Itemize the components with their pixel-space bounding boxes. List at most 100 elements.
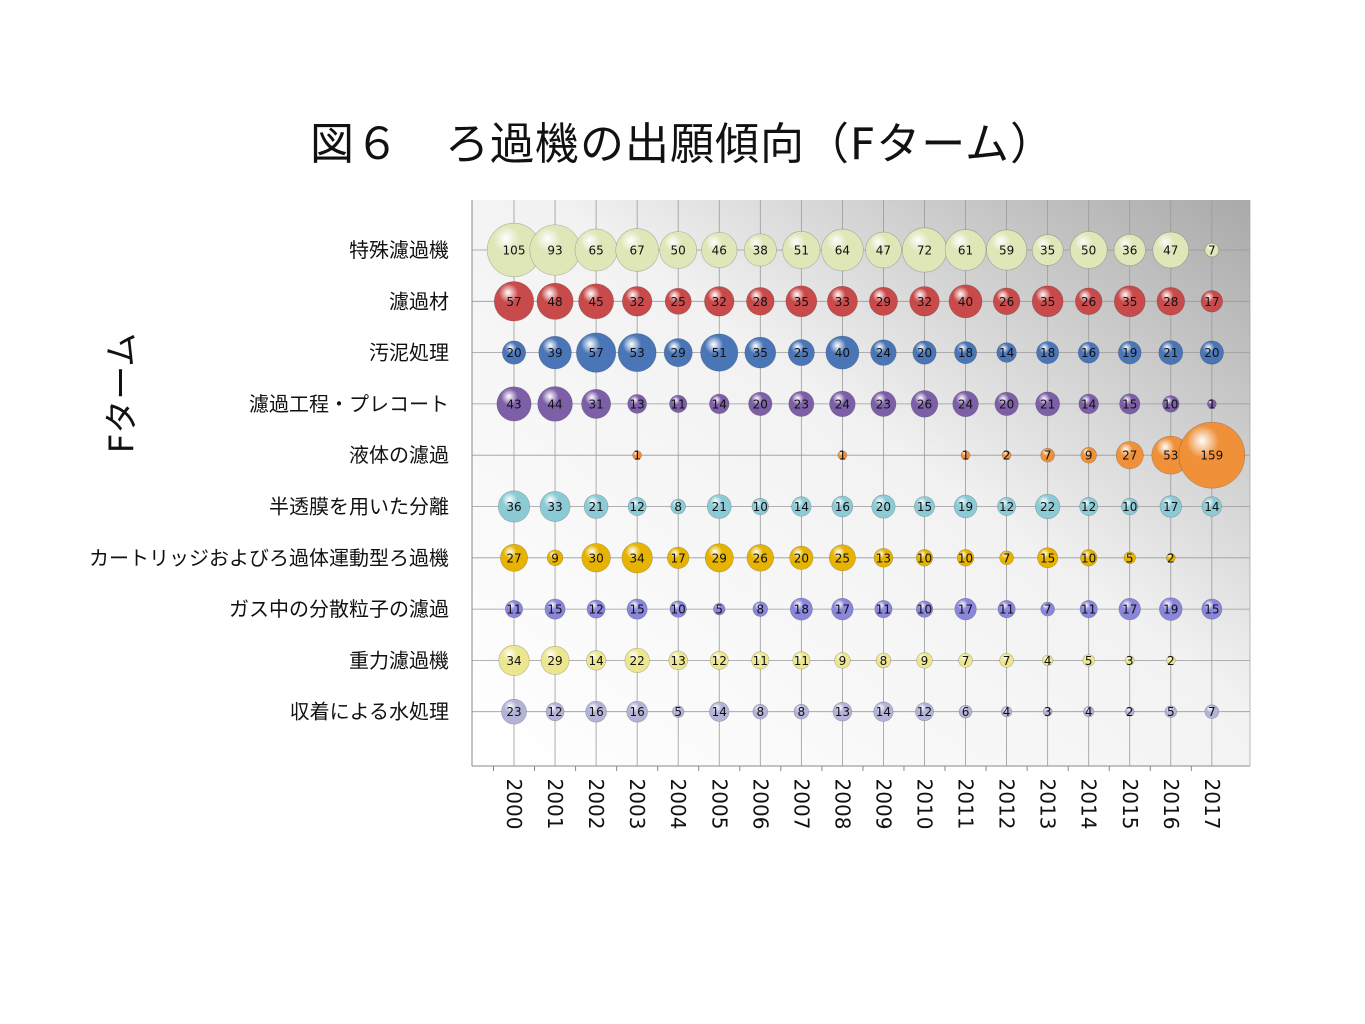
bubble-value-label: 34 bbox=[630, 551, 645, 565]
bubble-mark bbox=[1035, 493, 1061, 520]
bubble-value-label: 5 bbox=[1167, 705, 1175, 719]
bubble: 10 bbox=[751, 497, 769, 516]
bubble: 13 bbox=[832, 701, 853, 722]
bubble-value-label: 15 bbox=[1040, 551, 1055, 565]
bubble-mark bbox=[748, 391, 773, 416]
bubble-value-label: 50 bbox=[671, 244, 686, 258]
bubble: 17 bbox=[1159, 495, 1182, 518]
bubble-mark bbox=[667, 546, 690, 569]
bubble-mark bbox=[787, 339, 815, 366]
bubble-value-label: 32 bbox=[712, 295, 727, 309]
bubble-value-label: 26 bbox=[917, 397, 932, 411]
bubble-value-label: 23 bbox=[876, 397, 891, 411]
bubble-mark bbox=[1200, 290, 1223, 313]
bubble-mark bbox=[996, 342, 1017, 363]
bubble: 20 bbox=[501, 340, 527, 365]
bubble-value-label: 23 bbox=[506, 705, 521, 719]
bubble: 14 bbox=[709, 393, 730, 414]
bubble-mark bbox=[792, 651, 811, 670]
bubble: 65 bbox=[574, 228, 618, 272]
chart-title: 図６ ろ過機の出願傾向（Fターム） bbox=[310, 119, 1055, 170]
bubble: 25 bbox=[787, 339, 815, 366]
bubble: 27 bbox=[500, 543, 528, 572]
bubble: 16 bbox=[1077, 341, 1100, 364]
bubble: 31 bbox=[581, 389, 611, 419]
bubble-value-label: 32 bbox=[630, 295, 645, 309]
bubble-mark bbox=[1001, 706, 1013, 718]
bubble-mark bbox=[500, 543, 528, 572]
bubble-mark bbox=[960, 450, 971, 461]
bubble: 5 bbox=[1164, 705, 1177, 719]
bubble-value-label: 14 bbox=[712, 705, 727, 719]
bubble: 12 bbox=[586, 599, 606, 619]
bubble-mark bbox=[538, 335, 572, 370]
bubble: 30 bbox=[581, 543, 611, 573]
bubble-mark bbox=[1178, 421, 1246, 489]
x-tick-label: 2014 bbox=[1077, 779, 1101, 830]
bubble: 15 bbox=[914, 496, 935, 517]
bubble-value-label: 12 bbox=[712, 654, 727, 668]
bubble-mark bbox=[615, 228, 659, 272]
bubble: 5 bbox=[713, 603, 726, 617]
bubble-value-label: 20 bbox=[999, 397, 1014, 411]
x-tick-label: 2002 bbox=[584, 779, 608, 830]
bubble: 20 bbox=[871, 494, 896, 519]
bubble: 18 bbox=[1036, 341, 1060, 365]
category-label: ガス中の分散粒子の濾過 bbox=[229, 597, 449, 621]
bubble-mark bbox=[1078, 393, 1099, 414]
bubble-value-label: 5 bbox=[674, 705, 682, 719]
bubble-mark bbox=[909, 286, 940, 317]
bubble: 7 bbox=[1040, 447, 1055, 463]
bubble-mark bbox=[1164, 705, 1177, 718]
bubble-mark bbox=[663, 338, 693, 367]
bubble: 23 bbox=[788, 391, 815, 417]
bubble: 26 bbox=[992, 287, 1021, 315]
bubble-value-label: 12 bbox=[1081, 500, 1096, 514]
bubble-mark bbox=[576, 332, 617, 373]
bubble-mark bbox=[832, 701, 853, 722]
bubble: 8 bbox=[670, 498, 686, 515]
bubble-value-label: 35 bbox=[1122, 295, 1137, 309]
bubble-value-label: 3 bbox=[1044, 705, 1052, 719]
bubble-value-label: 72 bbox=[917, 244, 932, 258]
bubble-value-label: 7 bbox=[1044, 603, 1052, 617]
bubble: 12 bbox=[709, 651, 729, 670]
bubble: 9 bbox=[834, 652, 851, 669]
bubble-mark bbox=[1079, 497, 1099, 516]
bubble: 19 bbox=[1159, 597, 1183, 621]
bubble-mark bbox=[659, 231, 698, 269]
bubble-mark bbox=[912, 340, 937, 365]
bubble: 4 bbox=[1042, 654, 1054, 668]
bubble-value-label: 40 bbox=[958, 295, 973, 309]
bubble: 1 bbox=[1207, 397, 1217, 411]
bubble-mark bbox=[621, 542, 653, 574]
bubble-mark bbox=[1036, 341, 1060, 365]
bubble: 10 bbox=[1080, 549, 1098, 567]
bubble-mark bbox=[1201, 496, 1222, 517]
bubble-value-label: 57 bbox=[506, 295, 521, 309]
bubble: 1 bbox=[960, 449, 971, 463]
bubble-value-label: 27 bbox=[1122, 449, 1137, 463]
bubble-mark bbox=[1077, 341, 1100, 364]
bubble-mark bbox=[1159, 597, 1183, 621]
bubble-value-label: 7 bbox=[1208, 244, 1216, 258]
bubble-mark bbox=[1118, 340, 1142, 365]
bubble-mark bbox=[668, 650, 688, 671]
bubble-value-label: 40 bbox=[835, 346, 850, 360]
bubble-value-label: 29 bbox=[712, 551, 727, 565]
bubble-mark bbox=[670, 498, 686, 515]
bubble: 24 bbox=[870, 339, 897, 366]
bubble-value-label: 11 bbox=[506, 603, 521, 617]
bubble: 64 bbox=[821, 228, 864, 272]
bubble: 67 bbox=[615, 228, 659, 272]
bubble-mark bbox=[544, 598, 566, 620]
bubble-value-label: 31 bbox=[588, 397, 603, 411]
bubble-mark bbox=[829, 390, 856, 418]
bubble-mark bbox=[626, 700, 648, 723]
bubble-value-label: 8 bbox=[756, 603, 764, 617]
bubble: 18 bbox=[789, 597, 813, 621]
bubble: 11 bbox=[669, 394, 688, 413]
bubble: 8 bbox=[752, 601, 769, 617]
bubble: 16 bbox=[831, 495, 854, 518]
bubble-mark bbox=[948, 284, 983, 319]
